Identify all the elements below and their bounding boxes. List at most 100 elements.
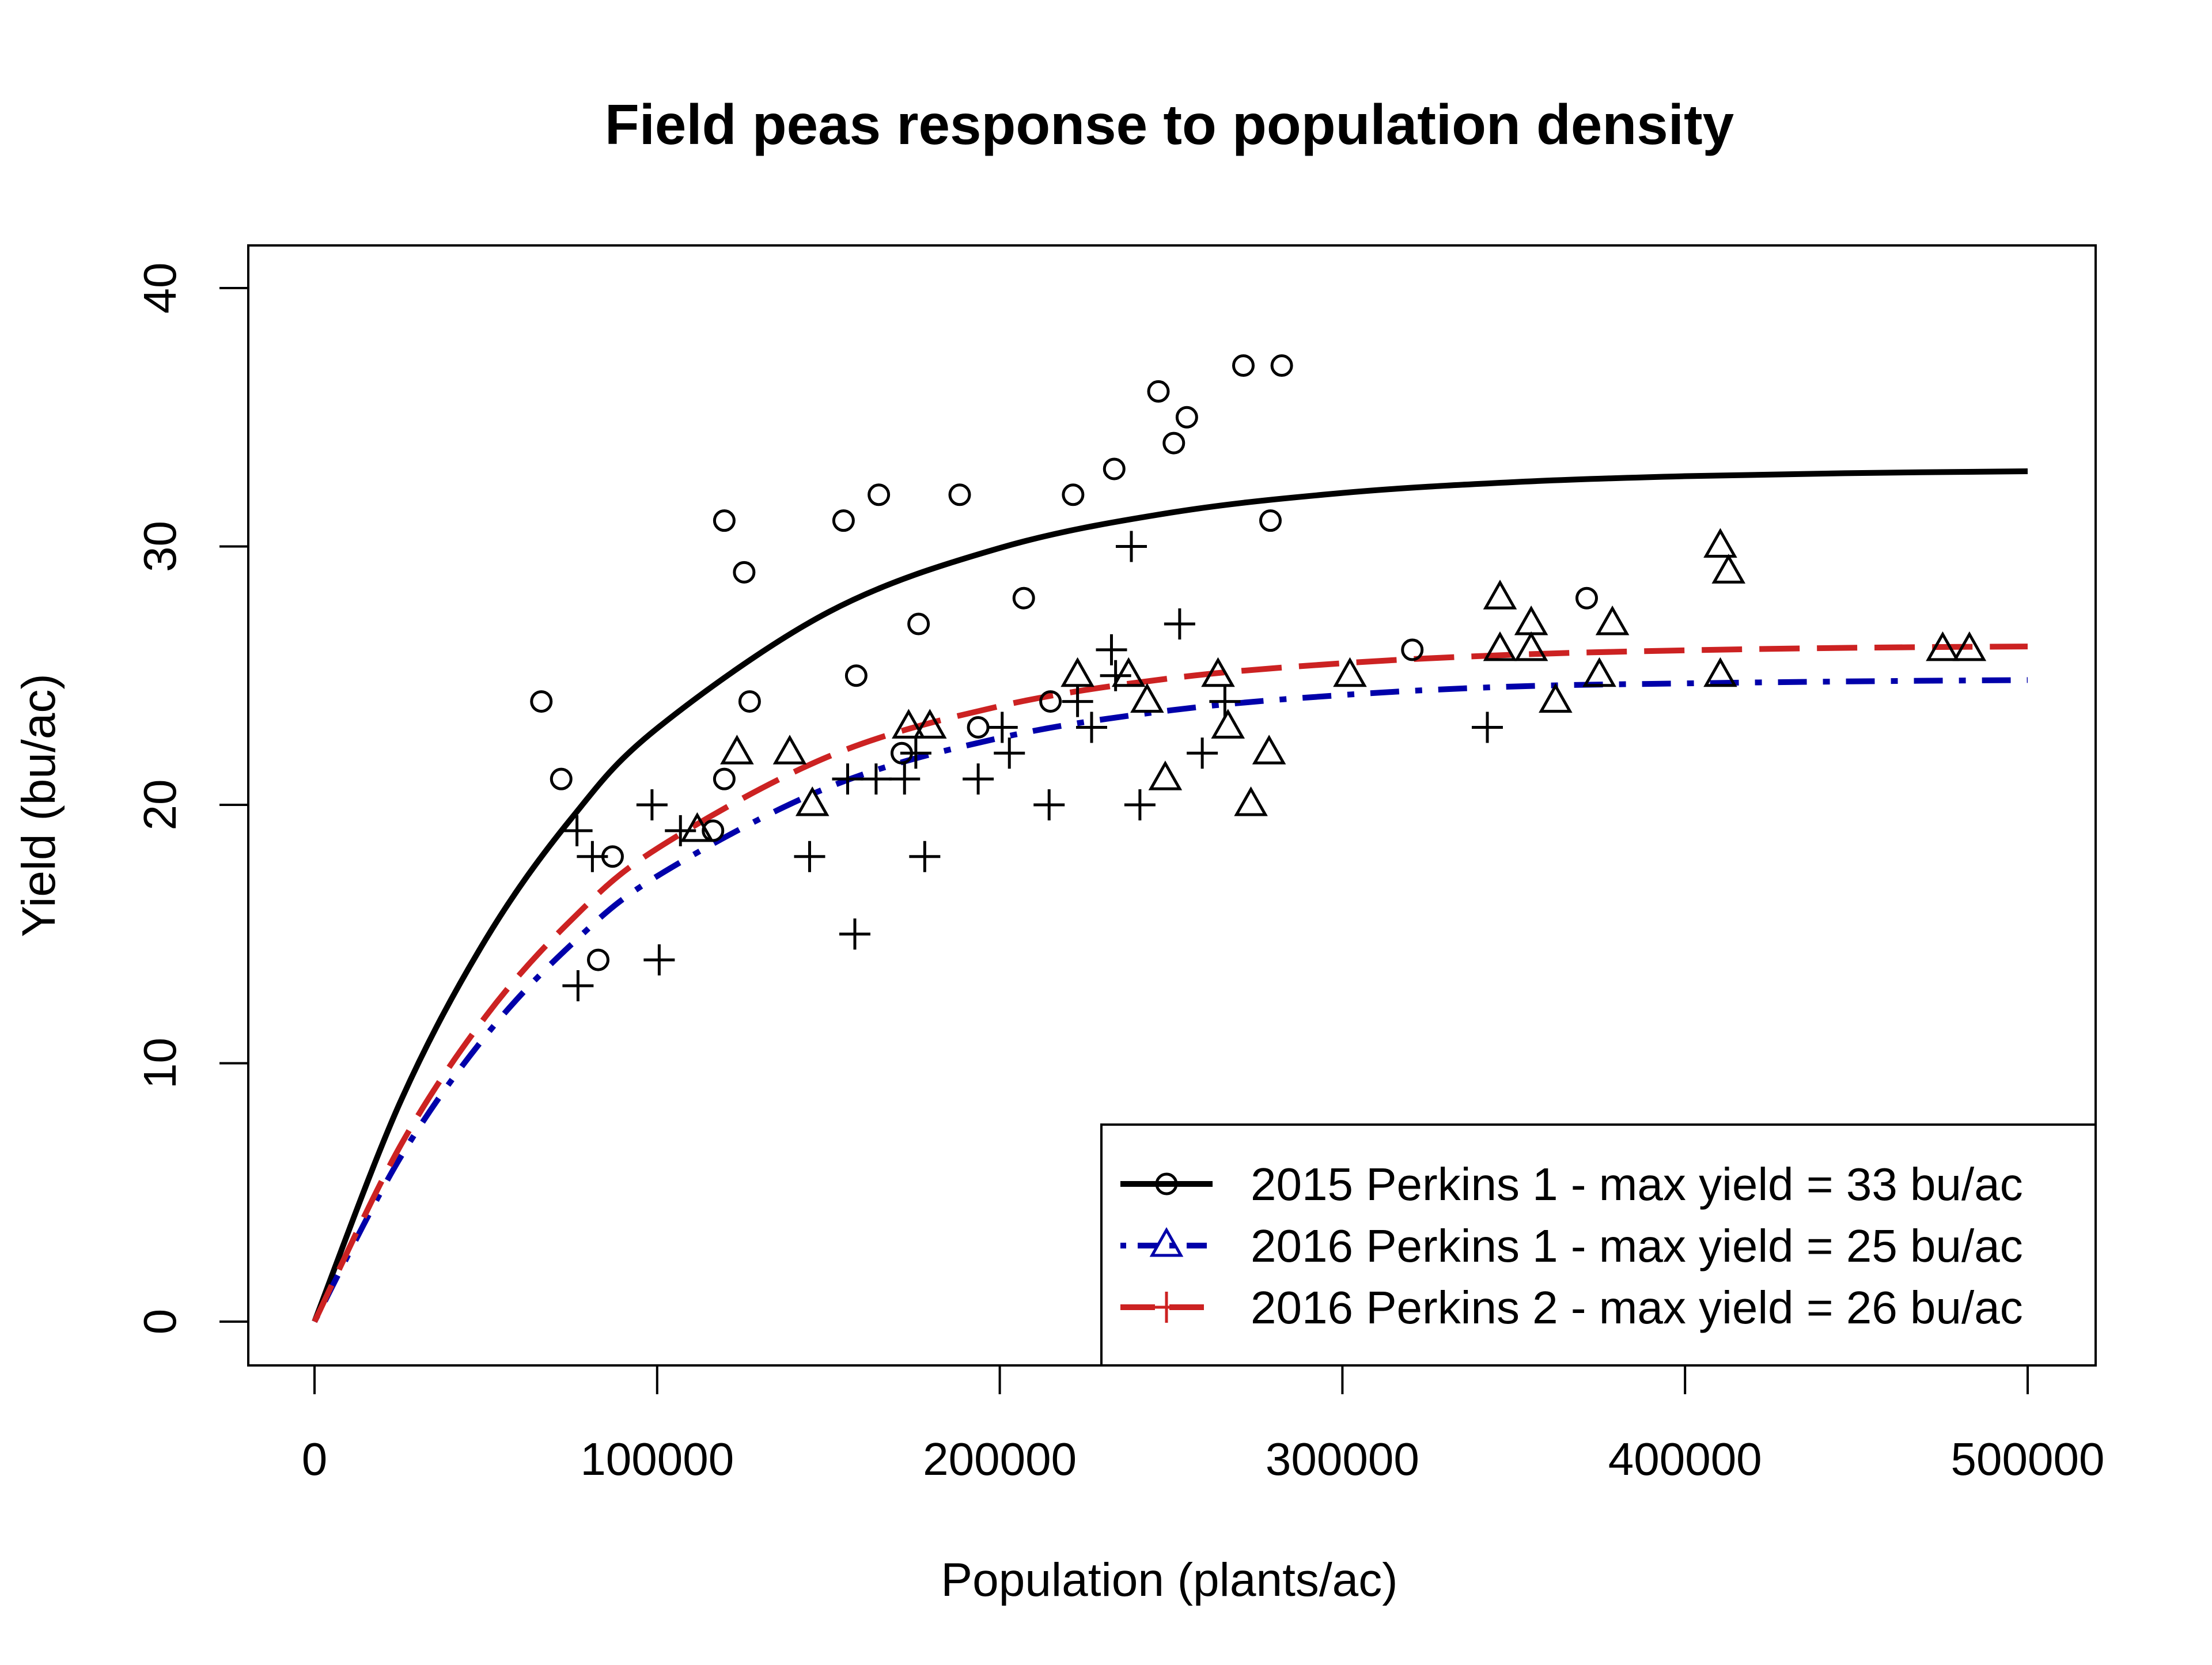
data-point-series-2 bbox=[1234, 786, 1268, 816]
data-point-series-1 bbox=[1103, 457, 1126, 480]
circle-marker bbox=[1259, 509, 1282, 532]
data-point-series-2 bbox=[1483, 631, 1517, 661]
data-point-series-2 bbox=[1711, 554, 1746, 584]
data-point-series-2 bbox=[1130, 683, 1164, 713]
data-point-series-3 bbox=[1209, 686, 1241, 717]
data-point-series-2 bbox=[1952, 631, 1987, 661]
data-point-series-2 bbox=[1111, 657, 1146, 687]
data-point-series-1 bbox=[1012, 586, 1035, 610]
triangle-marker bbox=[795, 786, 830, 816]
x-tick-label: 500000 bbox=[1951, 1433, 2105, 1485]
triangle-marker bbox=[1148, 760, 1183, 790]
circle-marker bbox=[713, 509, 736, 532]
data-point-series-1 bbox=[948, 483, 971, 506]
triangle-marker bbox=[1514, 631, 1548, 661]
circle-marker bbox=[1012, 586, 1035, 610]
data-point-series-2 bbox=[892, 709, 926, 739]
data-point-series-3 bbox=[1076, 712, 1108, 743]
circle-marker bbox=[868, 483, 891, 506]
legend-label-series-2: 2016 Perkins 1 - max yield = 25 bu/ac bbox=[1251, 1220, 2023, 1272]
data-point-series-3 bbox=[986, 712, 1018, 743]
triangle-marker bbox=[1201, 657, 1235, 687]
data-point-series-2 bbox=[1252, 735, 1286, 765]
data-point-series-2 bbox=[1483, 580, 1517, 610]
fitted-curves bbox=[312, 468, 2028, 1323]
y-tick-label: 0 bbox=[134, 1309, 185, 1335]
circle-marker bbox=[1039, 690, 1062, 713]
data-point-series-1 bbox=[530, 690, 553, 713]
data-point-series-1 bbox=[907, 612, 930, 635]
triangle-marker bbox=[1582, 657, 1616, 687]
data-point-series-2 bbox=[1582, 657, 1616, 687]
data-point-series-2 bbox=[1703, 657, 1737, 687]
data-point-series-1 bbox=[1162, 432, 1185, 455]
data-point-series-1 bbox=[713, 767, 736, 790]
triangle-marker bbox=[1514, 605, 1548, 635]
data-point-series-1 bbox=[844, 664, 868, 687]
data-point-series-3 bbox=[636, 789, 668, 820]
data-point-series-3 bbox=[1096, 634, 1127, 665]
data-point-series-3 bbox=[643, 944, 675, 976]
circle-marker bbox=[1103, 457, 1126, 480]
legend-box bbox=[1100, 1123, 2097, 1367]
data-point-series-3 bbox=[1124, 789, 1156, 820]
circle-marker bbox=[586, 948, 609, 971]
y-tick-label: 40 bbox=[134, 263, 185, 314]
data-point-series-3 bbox=[665, 815, 696, 846]
data-point-series-1 bbox=[733, 561, 756, 584]
circle-marker bbox=[1232, 354, 1255, 377]
triangle-marker bbox=[1711, 554, 1746, 584]
triangle-marker bbox=[912, 709, 947, 739]
x-tick-label: 400000 bbox=[1608, 1433, 1762, 1485]
triangle-marker bbox=[1111, 657, 1146, 687]
data-point-series-3 bbox=[909, 841, 941, 872]
data-point-series-2 bbox=[1514, 605, 1548, 635]
x-axis-label: Population (plants/ac) bbox=[941, 1554, 1397, 1606]
data-point-series-2 bbox=[720, 735, 754, 765]
data-point-series-1 bbox=[1401, 638, 1424, 661]
data-point-series-2 bbox=[1201, 657, 1235, 687]
data-point-series-1 bbox=[1175, 406, 1198, 429]
data-point-series-2 bbox=[912, 709, 947, 739]
triangle-marker bbox=[1149, 1227, 1184, 1257]
x-tick-label: 300000 bbox=[1266, 1433, 1419, 1485]
triangle-marker bbox=[1926, 631, 1960, 661]
data-point-series-1 bbox=[1575, 586, 1598, 610]
data-point-series-3 bbox=[1033, 789, 1065, 820]
data-point-series-1 bbox=[1062, 483, 1085, 506]
legend: 2015 Perkins 1 - max yield = 33 bu/ac 201… bbox=[1100, 1123, 2097, 1367]
data-point-series-1 bbox=[1270, 354, 1293, 377]
data-point-series-2 bbox=[1148, 760, 1183, 790]
data-point-series-1 bbox=[967, 716, 990, 739]
data-point-series-1 bbox=[738, 690, 761, 713]
data-point-series-2 bbox=[1060, 657, 1094, 687]
circle-marker bbox=[1175, 406, 1198, 429]
data-point-series-3 bbox=[1472, 712, 1503, 743]
data-point-series-1 bbox=[550, 767, 573, 790]
circle-marker bbox=[738, 690, 761, 713]
data-point-series-3 bbox=[561, 815, 593, 846]
data-point-series-2 bbox=[1703, 528, 1737, 558]
triangle-marker bbox=[1483, 631, 1517, 661]
triangle-marker bbox=[1703, 528, 1737, 558]
data-point-series-2 bbox=[680, 812, 714, 842]
triangle-marker bbox=[720, 735, 754, 765]
legend-marker-series-3 bbox=[1151, 1292, 1182, 1323]
data-point-series-3 bbox=[832, 763, 863, 795]
x-axis: 0 100000 200000 300000 400000 500000 bbox=[302, 1364, 2105, 1485]
data-point-series-2 bbox=[1539, 683, 1573, 713]
data-point-series-1 bbox=[868, 483, 891, 506]
data-point-series-3 bbox=[562, 970, 594, 1001]
circle-marker bbox=[1155, 1172, 1178, 1195]
data-point-series-3 bbox=[994, 737, 1025, 769]
data-point-series-1 bbox=[1259, 509, 1282, 532]
data-points bbox=[530, 354, 1987, 1001]
data-point-series-1 bbox=[713, 509, 736, 532]
data-point-series-3 bbox=[839, 918, 870, 950]
legend-marker-series-1 bbox=[1155, 1172, 1178, 1195]
data-point-series-3 bbox=[963, 763, 994, 795]
triangle-marker bbox=[1703, 657, 1737, 687]
circle-marker bbox=[948, 483, 971, 506]
data-point-series-3 bbox=[577, 841, 608, 872]
